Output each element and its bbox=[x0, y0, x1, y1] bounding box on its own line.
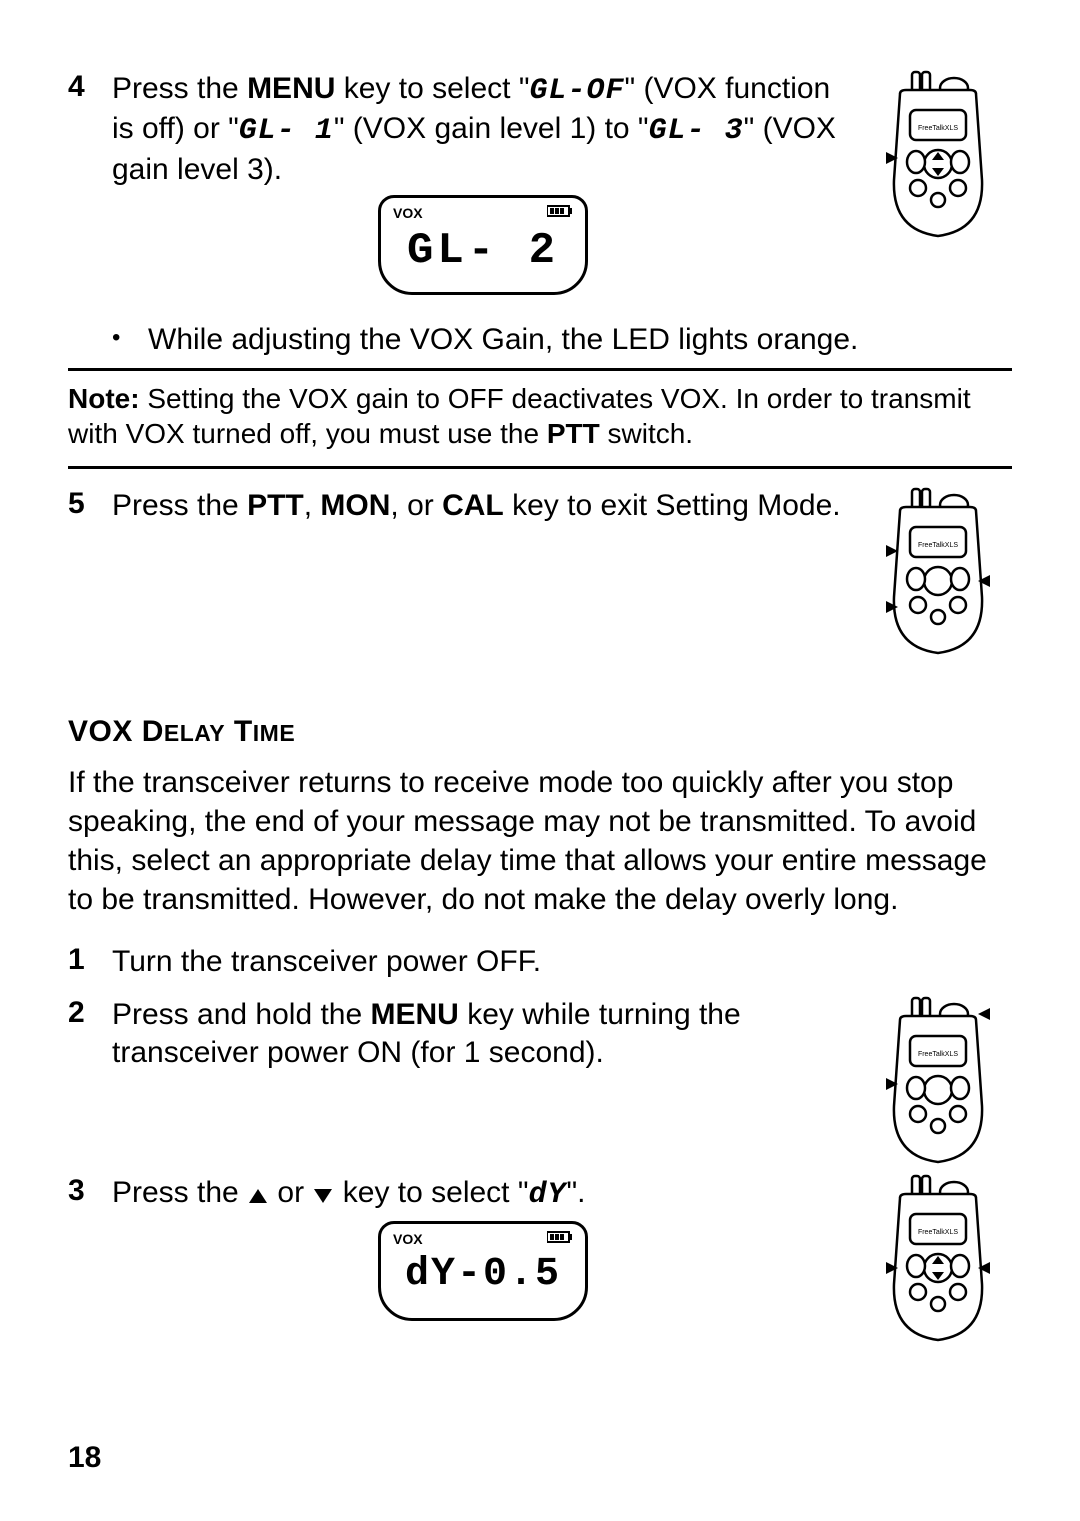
step-5-number: 5 bbox=[68, 487, 112, 521]
svg-text:FreeTalkXLS: FreeTalkXLS bbox=[918, 1051, 958, 1058]
svg-text:FreeTalkXLS: FreeTalkXLS bbox=[918, 1229, 958, 1236]
d3-c: key to select " bbox=[334, 1176, 528, 1209]
vox-delay-paragraph: If the transceiver returns to receive mo… bbox=[68, 763, 1012, 919]
d3-d: ". bbox=[567, 1176, 586, 1209]
battery-icon bbox=[547, 204, 573, 223]
step-4: 4 Press the MENU key to select "GL-OF " (… bbox=[68, 70, 1012, 309]
d3-num: 3 bbox=[68, 1174, 112, 1208]
vox-delay-heading: VOX DELAY TIME bbox=[68, 715, 1012, 749]
d1-text: Turn the transceiver power OFF. bbox=[112, 943, 1012, 981]
lcd2-vox: VOX bbox=[393, 1231, 423, 1249]
s5-ptt: PTT bbox=[247, 489, 304, 522]
lcd2-main: dY-0.5 bbox=[393, 1255, 573, 1295]
s5-c: , or bbox=[390, 489, 442, 522]
h-3: T bbox=[225, 715, 253, 748]
radio-illustration-4: FreeTalkXLS bbox=[872, 1174, 1012, 1344]
s4-t2: key to select " bbox=[335, 72, 529, 105]
d3-text: Press the or key to select "dY". VOX dY-… bbox=[112, 1174, 854, 1335]
s4-t1: Press the bbox=[112, 72, 247, 105]
step-4-number: 4 bbox=[68, 70, 112, 104]
radio-illustration-1: FreeTalkXLS bbox=[872, 70, 1012, 240]
d3-a: Press the bbox=[112, 1176, 247, 1209]
note-body1: Setting the VOX gain to OFF deactivates … bbox=[68, 383, 971, 450]
bullet-1-text: While adjusting the VOX Gain, the LED li… bbox=[148, 321, 858, 359]
triangle-up-icon bbox=[247, 1177, 269, 1215]
lcd1-vox: VOX bbox=[393, 205, 423, 223]
s5-d: key to exit Setting Mode. bbox=[504, 489, 841, 522]
s4-code2: GL- 1 bbox=[239, 114, 334, 148]
h-2: ELAY bbox=[164, 720, 225, 746]
s5-cal: CAL bbox=[442, 489, 504, 522]
note-ptt: PTT bbox=[547, 418, 600, 449]
s5-a: Press the bbox=[112, 489, 247, 522]
note-label: Note: bbox=[68, 383, 140, 414]
lcd-display-1: VOX GL- 2 bbox=[378, 195, 588, 295]
s5-mon: MON bbox=[320, 489, 390, 522]
d2-num: 2 bbox=[68, 996, 112, 1030]
lcd-display-2: VOX dY-0.5 bbox=[378, 1221, 588, 1321]
d2-menu: MENU bbox=[371, 998, 459, 1031]
note-box: Note: Setting the VOX gain to OFF deacti… bbox=[68, 379, 1012, 459]
bullet-dot: • bbox=[112, 321, 148, 359]
radio-illustration-3: FreeTalkXLS bbox=[872, 996, 1012, 1166]
s4-code3: GL- 3 bbox=[649, 114, 744, 148]
h-4: IME bbox=[253, 720, 295, 746]
s5-b: , bbox=[304, 489, 321, 522]
s4-menu: MENU bbox=[247, 72, 335, 105]
bullet-1: • While adjusting the VOX Gain, the LED … bbox=[112, 321, 1012, 359]
d3-b: or bbox=[269, 1176, 312, 1209]
step-5: 5 Press the PTT, MON, or CAL key to exit… bbox=[68, 487, 1012, 657]
delay-step-3: 3 Press the or key to select "dY". VOX d… bbox=[68, 1174, 1012, 1344]
svg-text:FreeTalkXLS: FreeTalkXLS bbox=[918, 542, 958, 549]
h-1: VOX D bbox=[68, 715, 164, 748]
step-4-text: Press the MENU key to select "GL-OF " (VO… bbox=[112, 70, 854, 309]
s4-code1: GL-OF bbox=[529, 74, 624, 108]
d2-a: Press and hold the bbox=[112, 998, 371, 1031]
page-number: 18 bbox=[68, 1441, 101, 1475]
d2-text: Press and hold the MENU key while turnin… bbox=[112, 996, 854, 1073]
divider-bottom bbox=[68, 466, 1012, 469]
delay-step-1: 1 Turn the transceiver power OFF. bbox=[68, 943, 1012, 981]
svg-text:FreeTalkXLS: FreeTalkXLS bbox=[918, 125, 958, 132]
triangle-down-icon bbox=[312, 1177, 334, 1215]
d3-code: dY bbox=[528, 1178, 566, 1212]
step-5-text: Press the PTT, MON, or CAL key to exit S… bbox=[112, 487, 854, 525]
note-body2: switch. bbox=[600, 418, 693, 449]
divider-top bbox=[68, 368, 1012, 371]
d1-num: 1 bbox=[68, 943, 112, 977]
radio-illustration-2: FreeTalkXLS bbox=[872, 487, 1012, 657]
s4-t4: " (VOX gain level 1) to " bbox=[334, 112, 649, 145]
delay-step-2: 2 Press and hold the MENU key while turn… bbox=[68, 996, 1012, 1166]
lcd1-main: GL- 2 bbox=[393, 229, 573, 273]
battery-icon-2 bbox=[547, 1230, 573, 1249]
